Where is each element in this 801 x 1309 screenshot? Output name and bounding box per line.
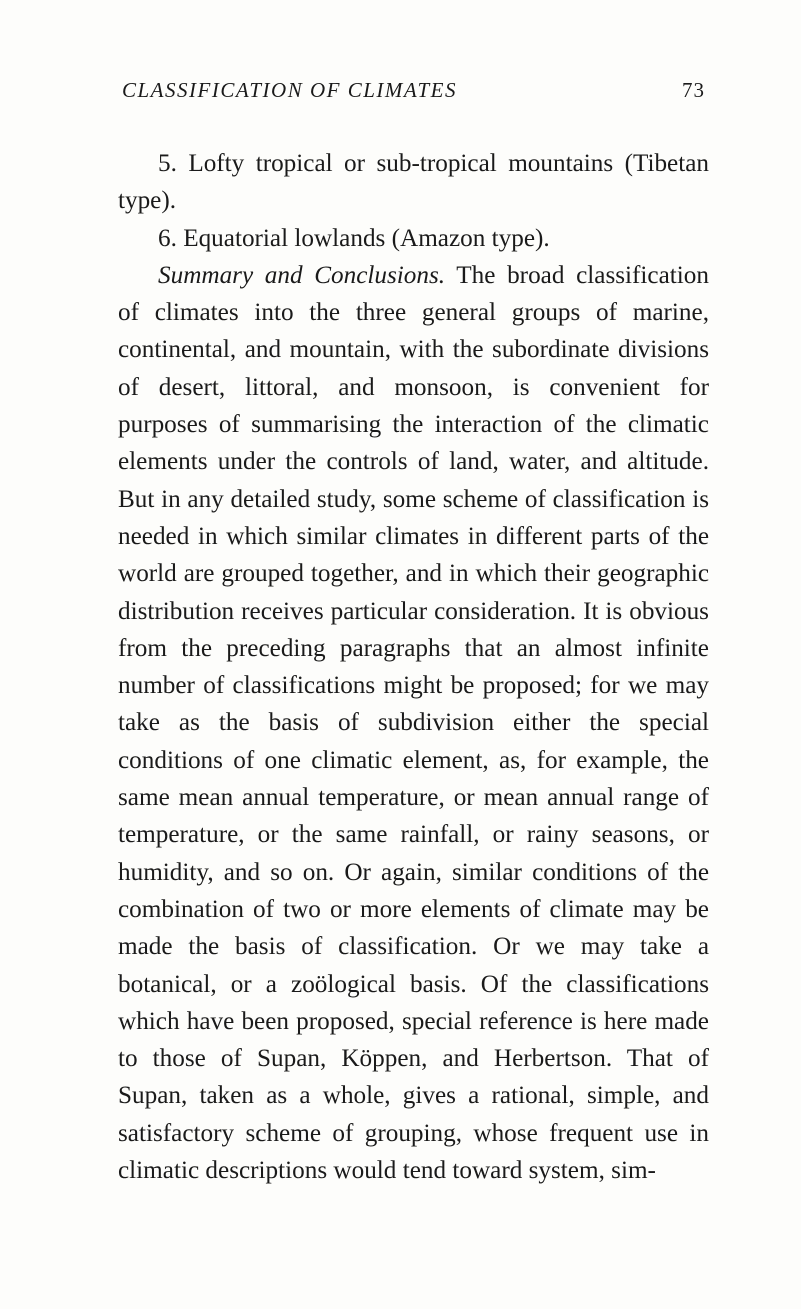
paragraph-item-6: 6. Equatorial lowlands (Amazon type).: [118, 220, 709, 257]
summary-lead-italic: Summary and Conclusions.: [158, 262, 445, 289]
paragraph-item-5: 5. Lofty tropical or sub-tropical mounta…: [118, 145, 709, 220]
paragraph-summary: Summary and Conclusions. The broad class…: [118, 257, 709, 1189]
running-header: CLASSIFICATION OF CLIMATES 73: [118, 78, 709, 103]
body-text-block: 5. Lofty tropical or sub-tropical mounta…: [118, 145, 709, 1189]
running-header-page-number: 73: [682, 78, 705, 103]
summary-body-text: The broad classifica­tion of climates in…: [118, 262, 709, 1184]
book-page: CLASSIFICATION OF CLIMATES 73 5. Lofty t…: [0, 0, 801, 1309]
running-header-title: CLASSIFICATION OF CLIMATES: [122, 78, 457, 103]
